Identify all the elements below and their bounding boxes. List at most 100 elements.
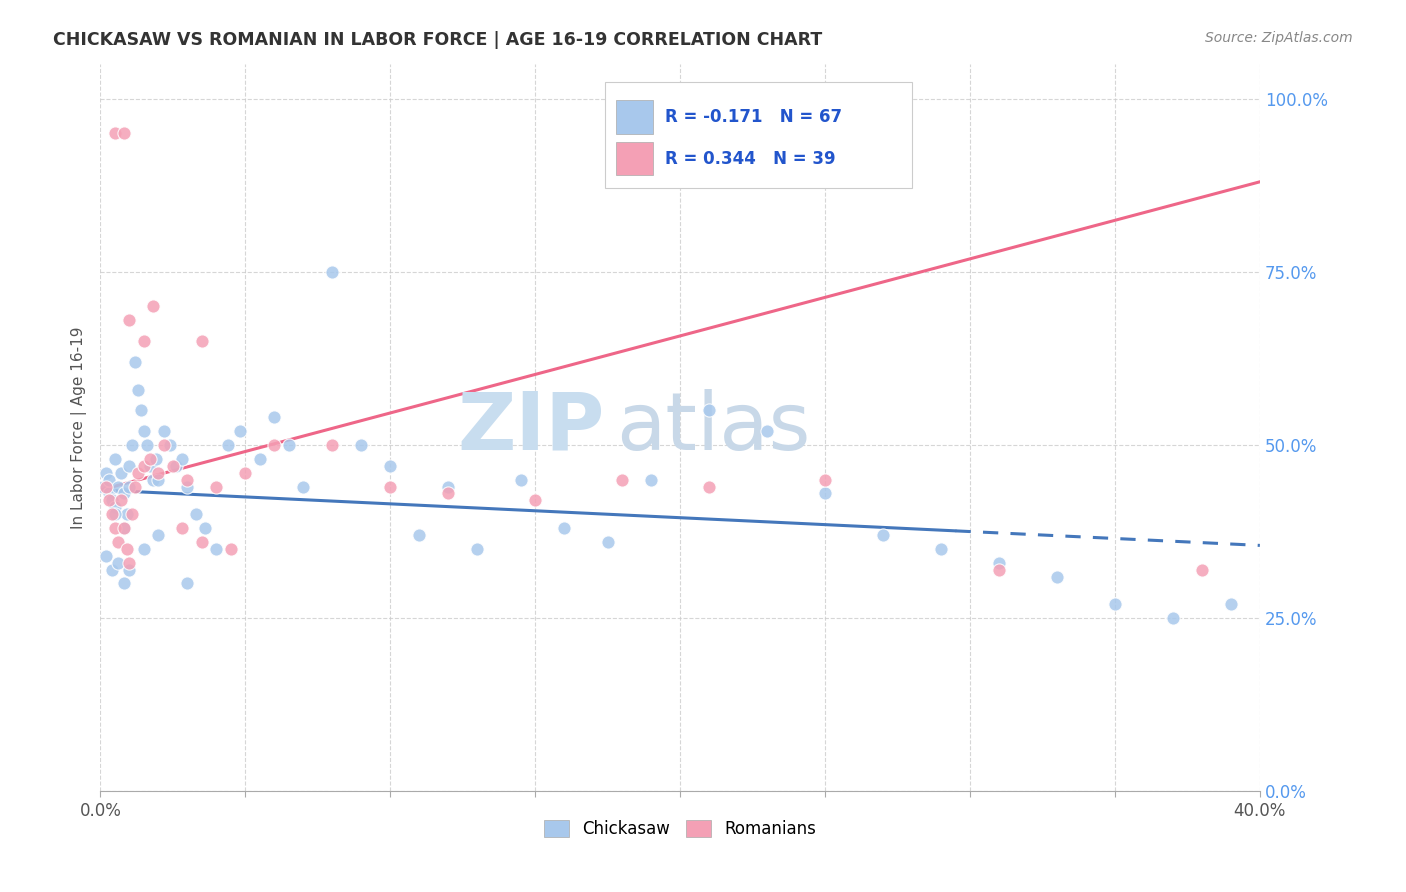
Point bbox=[640, 473, 662, 487]
Point bbox=[408, 528, 430, 542]
Point bbox=[1046, 569, 1069, 583]
FancyBboxPatch shape bbox=[616, 142, 654, 176]
Point bbox=[162, 458, 184, 473]
Point bbox=[124, 479, 146, 493]
Text: Source: ZipAtlas.com: Source: ZipAtlas.com bbox=[1205, 31, 1353, 45]
Point bbox=[148, 466, 170, 480]
Text: atlas: atlas bbox=[616, 389, 811, 467]
Point bbox=[814, 473, 837, 487]
Point bbox=[219, 541, 242, 556]
Point bbox=[118, 313, 141, 327]
Point bbox=[101, 563, 124, 577]
Point bbox=[217, 438, 239, 452]
Point bbox=[118, 458, 141, 473]
Point bbox=[176, 473, 198, 487]
Point bbox=[159, 438, 181, 452]
Point bbox=[612, 473, 634, 487]
Point bbox=[263, 410, 285, 425]
Point bbox=[118, 563, 141, 577]
Point bbox=[132, 458, 155, 473]
Point bbox=[321, 265, 343, 279]
Point bbox=[118, 556, 141, 570]
Point bbox=[104, 500, 127, 515]
Point bbox=[91, 479, 114, 493]
Point bbox=[107, 556, 129, 570]
Point bbox=[509, 473, 531, 487]
Point bbox=[165, 458, 187, 473]
FancyBboxPatch shape bbox=[616, 101, 654, 134]
Point bbox=[205, 479, 228, 493]
Point bbox=[115, 508, 138, 522]
Point bbox=[121, 508, 143, 522]
Point bbox=[142, 300, 165, 314]
Point bbox=[96, 466, 118, 480]
Legend: Chickasaw, Romanians: Chickasaw, Romanians bbox=[537, 814, 824, 845]
Point bbox=[135, 438, 157, 452]
Point bbox=[553, 521, 575, 535]
Point bbox=[112, 126, 135, 140]
Point bbox=[98, 473, 121, 487]
Point bbox=[104, 508, 127, 522]
FancyBboxPatch shape bbox=[605, 82, 912, 187]
Text: CHICKASAW VS ROMANIAN IN LABOR FORCE | AGE 16-19 CORRELATION CHART: CHICKASAW VS ROMANIAN IN LABOR FORCE | A… bbox=[53, 31, 823, 49]
Point bbox=[148, 528, 170, 542]
Point bbox=[1191, 563, 1213, 577]
Point bbox=[170, 451, 193, 466]
Point bbox=[1104, 597, 1126, 611]
Point bbox=[118, 479, 141, 493]
Text: R = 0.344   N = 39: R = 0.344 N = 39 bbox=[665, 150, 835, 168]
Point bbox=[277, 438, 299, 452]
Point bbox=[263, 438, 285, 452]
Point bbox=[1219, 597, 1241, 611]
Point bbox=[96, 479, 118, 493]
Point bbox=[129, 403, 152, 417]
Point bbox=[350, 438, 373, 452]
Point bbox=[205, 541, 228, 556]
Point bbox=[191, 535, 214, 549]
Point bbox=[124, 355, 146, 369]
Point bbox=[148, 473, 170, 487]
Point bbox=[524, 493, 547, 508]
Point bbox=[697, 479, 720, 493]
Point bbox=[112, 521, 135, 535]
Point bbox=[107, 535, 129, 549]
Point bbox=[249, 451, 271, 466]
Point bbox=[127, 466, 149, 480]
Text: R = -0.171   N = 67: R = -0.171 N = 67 bbox=[665, 108, 842, 126]
Point bbox=[104, 451, 127, 466]
Point bbox=[153, 438, 176, 452]
Point bbox=[321, 438, 343, 452]
Point bbox=[112, 486, 135, 500]
Point bbox=[138, 451, 160, 466]
Point bbox=[194, 521, 217, 535]
Point bbox=[1161, 611, 1184, 625]
Point bbox=[104, 126, 127, 140]
Point bbox=[437, 486, 460, 500]
Point bbox=[112, 576, 135, 591]
Point bbox=[107, 479, 129, 493]
Point bbox=[110, 466, 132, 480]
Point bbox=[96, 549, 118, 563]
Point bbox=[228, 424, 250, 438]
Point bbox=[104, 521, 127, 535]
Point bbox=[101, 508, 124, 522]
Point bbox=[465, 541, 488, 556]
Point bbox=[132, 541, 155, 556]
Point bbox=[176, 479, 198, 493]
Point bbox=[145, 451, 167, 466]
Point bbox=[191, 334, 214, 348]
Point bbox=[176, 576, 198, 591]
Point bbox=[101, 493, 124, 508]
Point bbox=[437, 479, 460, 493]
Point bbox=[988, 563, 1011, 577]
Point bbox=[380, 458, 402, 473]
Point bbox=[127, 383, 149, 397]
Point bbox=[235, 466, 257, 480]
Point bbox=[380, 479, 402, 493]
Text: ZIP: ZIP bbox=[457, 389, 605, 467]
Point bbox=[98, 486, 121, 500]
Point bbox=[132, 334, 155, 348]
Point bbox=[121, 438, 143, 452]
Point bbox=[697, 403, 720, 417]
Point bbox=[153, 424, 176, 438]
